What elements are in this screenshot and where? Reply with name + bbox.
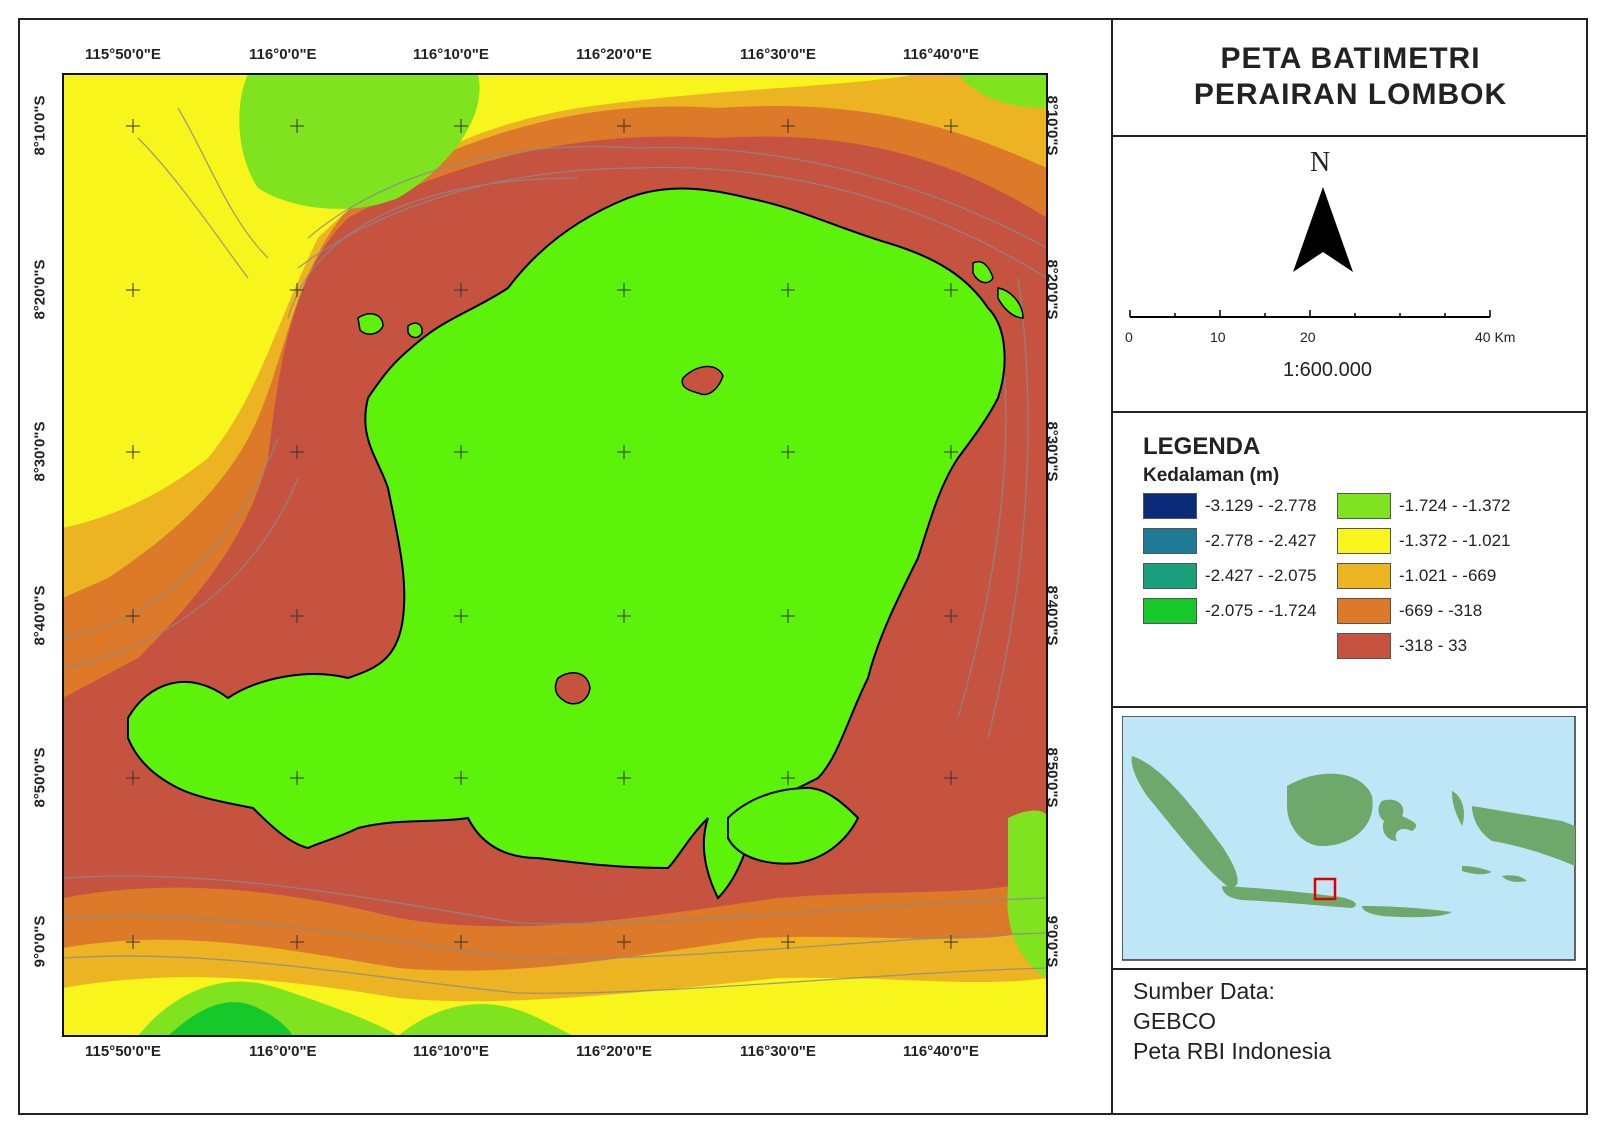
source-gebco: GEBCO (1133, 1008, 1217, 1034)
latitude-label-left: 9°0'0"S (31, 915, 49, 968)
depth-zone-1724-b (958, 74, 1047, 108)
legend-swatch (1337, 563, 1391, 589)
bathymetry-map (62, 73, 1048, 1037)
legend-swatch (1337, 633, 1391, 659)
legend-swatch (1337, 598, 1391, 624)
longitude-label-top: 116°20'0"E (576, 46, 652, 63)
scale-tick-0: 0 (1125, 329, 1133, 345)
longitude-label-bottom: 116°0'0"E (249, 1043, 317, 1060)
legend-label: -1.724 - -1.372 (1399, 496, 1511, 515)
east-island-2 (997, 287, 1024, 319)
north-arrow-icon (1293, 187, 1353, 272)
gili-island-1 (357, 313, 384, 335)
legend-label: -2.075 - -1.724 (1205, 601, 1317, 620)
legend-label: -1.372 - -1.021 (1399, 531, 1511, 550)
longitude-label-top: 116°30'0"E (740, 46, 816, 63)
legend-title: LEGENDA (1143, 433, 1261, 460)
legend-item: -1.724 - -1.372 (1337, 493, 1511, 519)
legend-label: -2.427 - -2.075 (1205, 566, 1317, 585)
legend-item: -1.021 - -669 (1337, 563, 1496, 589)
legend-label: -669 - -318 (1399, 601, 1483, 620)
legend-swatch (1143, 563, 1197, 589)
north-letter: N (1310, 147, 1331, 178)
latitude-label-right: 8°30'0"S (1043, 421, 1061, 482)
lombok-island (127, 187, 1006, 900)
inland-depression (554, 672, 591, 705)
legend-swatch (1143, 493, 1197, 519)
depth-zone-south-1724-b (398, 1004, 573, 1036)
longitude-label-bottom: 116°20'0"E (576, 1043, 652, 1060)
scale-bar (1129, 310, 1491, 318)
latitude-label-right: 8°50'0"S (1043, 747, 1061, 808)
legend-label: -2.778 - -2.427 (1205, 531, 1317, 550)
longitude-label-bottom: 115°50'0"E (85, 1043, 161, 1060)
title-panel: PETA BATIMETRI PERAIRAN LOMBOK (1113, 18, 1588, 137)
scale-ratio: 1:600.000 (1283, 359, 1372, 381)
latitude-label-left: 8°10'0"S (31, 95, 49, 156)
latitude-label-left: 8°20'0"S (31, 259, 49, 320)
scale-tick-40: 40 Km (1475, 329, 1516, 345)
legend-item: -318 - 33 (1337, 633, 1467, 659)
longitude-label-bottom: 116°10'0"E (413, 1043, 489, 1060)
legend-item: -3.129 - -2.778 (1143, 493, 1317, 519)
peninsula-southeast (727, 786, 860, 865)
east-island-1 (972, 261, 994, 284)
north-scale-panel: N 0 10 20 40 Km 1:600.000 (1113, 137, 1588, 413)
map-frame (18, 18, 1588, 1115)
legend-item: -1.372 - -1.021 (1337, 528, 1511, 554)
inset-panel (1113, 708, 1588, 970)
longitude-label-bottom: 116°40'0"E (903, 1043, 979, 1060)
latitude-label-right: 9°0'0"S (1043, 915, 1061, 968)
latitude-label-right: 8°40'0"S (1043, 585, 1061, 646)
latitude-label-left: 8°40'0"S (31, 585, 49, 646)
depth-zone-south-2075 (168, 1002, 293, 1036)
latitude-label-left: 8°30'0"S (31, 421, 49, 482)
longitude-label-top: 116°10'0"E (413, 46, 489, 63)
lake-inland (681, 365, 724, 396)
legend-label: -1.021 - -669 (1399, 566, 1497, 585)
legend-swatch (1337, 528, 1391, 554)
source-rbi: Peta RBI Indonesia (1133, 1038, 1332, 1064)
map-area: 115°50'0"E 115°50'0"E 116°0'0"E 116°0'0"E 11… (18, 18, 1113, 1115)
legend-item: -669 - -318 (1337, 598, 1482, 624)
indonesia-inset-map (1122, 716, 1576, 961)
map-title-line2: PERAIRAN LOMBOK (1193, 77, 1508, 111)
longitude-label-bottom: 116°30'0"E (740, 1043, 816, 1060)
legend-swatch (1143, 598, 1197, 624)
contour-lines (63, 107, 1047, 994)
location-marker (1313, 877, 1337, 901)
legend-item: -2.075 - -1.724 (1143, 598, 1317, 624)
legend-panel: LEGENDA Kedalaman (m) -3.129 - -2.778 -2.… (1113, 413, 1588, 708)
gili-island-2 (407, 322, 423, 339)
latitude-label-right: 8°10'0"S (1043, 95, 1061, 156)
scale-tick-20: 20 (1300, 329, 1316, 345)
legend-label: -318 - 33 (1399, 636, 1468, 655)
scale-tick-10: 10 (1210, 329, 1226, 345)
latitude-label-left: 8°50'0"S (31, 747, 49, 808)
legend-label: -3.129 - -2.778 (1205, 496, 1317, 515)
legend-swatch (1143, 528, 1197, 554)
source-panel: Sumber Data: GEBCO Peta RBI Indonesia (1113, 970, 1588, 1115)
latitude-label-right: 8°20'0"S (1043, 259, 1061, 320)
source-heading: Sumber Data: (1133, 978, 1275, 1004)
legend-subtitle: Kedalaman (m) (1143, 465, 1280, 486)
legend-item: -2.427 - -2.075 (1143, 563, 1317, 589)
legend-item: -2.778 - -2.427 (1143, 528, 1317, 554)
longitude-label-top: 116°40'0"E (903, 46, 979, 63)
legend-swatch (1337, 493, 1391, 519)
longitude-label-top: 115°50'0"E (85, 46, 161, 63)
map-title-line1: PETA BATIMETRI (1220, 41, 1481, 75)
longitude-label-top: 116°0'0"E (249, 46, 317, 63)
depth-zone-east-1724 (1007, 810, 1047, 978)
map-border (62, 73, 1048, 1037)
